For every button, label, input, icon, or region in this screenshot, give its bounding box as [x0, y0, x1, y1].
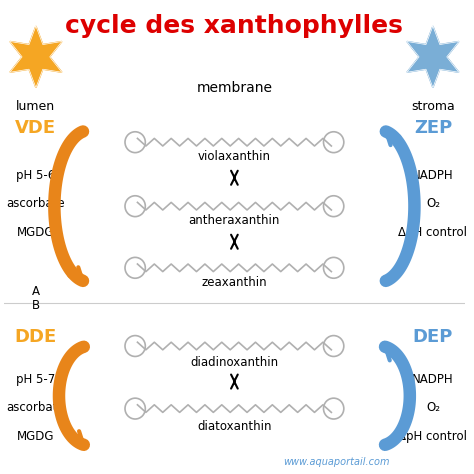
Text: diadinoxanthin: diadinoxanthin — [191, 356, 278, 369]
Text: ZEP: ZEP — [414, 119, 452, 137]
Polygon shape — [10, 26, 62, 88]
Text: ascorbate: ascorbate — [7, 197, 65, 210]
Text: ascorbate: ascorbate — [7, 401, 65, 414]
Text: O₂: O₂ — [426, 401, 440, 414]
Text: membrane: membrane — [196, 81, 273, 95]
Text: cycle des xanthophylles: cycle des xanthophylles — [65, 14, 403, 38]
Text: pH 5-6: pH 5-6 — [16, 169, 55, 182]
Text: DDE: DDE — [15, 328, 57, 346]
Text: stroma: stroma — [411, 100, 455, 112]
Text: ΔpH control: ΔpH control — [399, 429, 467, 443]
Text: zeaxanthin: zeaxanthin — [201, 275, 267, 289]
Text: lumen: lumen — [16, 100, 55, 112]
Text: A: A — [32, 285, 40, 298]
Text: NADPH: NADPH — [412, 169, 454, 182]
Text: violaxanthin: violaxanthin — [198, 150, 271, 163]
Text: DEP: DEP — [413, 328, 453, 346]
Text: NADPH: NADPH — [412, 373, 454, 386]
Polygon shape — [407, 26, 459, 88]
Text: diatoxanthin: diatoxanthin — [197, 420, 272, 433]
Text: B: B — [32, 299, 40, 312]
Text: www.aquaportail.com: www.aquaportail.com — [283, 457, 389, 467]
Text: O₂: O₂ — [426, 197, 440, 210]
Text: pH 5-7: pH 5-7 — [16, 373, 55, 386]
Text: ΔpH control: ΔpH control — [399, 226, 467, 239]
Text: MGDG: MGDG — [17, 429, 55, 443]
Text: VDE: VDE — [15, 119, 56, 137]
Text: antheraxanthin: antheraxanthin — [189, 214, 280, 227]
Text: MGDG: MGDG — [17, 226, 55, 239]
